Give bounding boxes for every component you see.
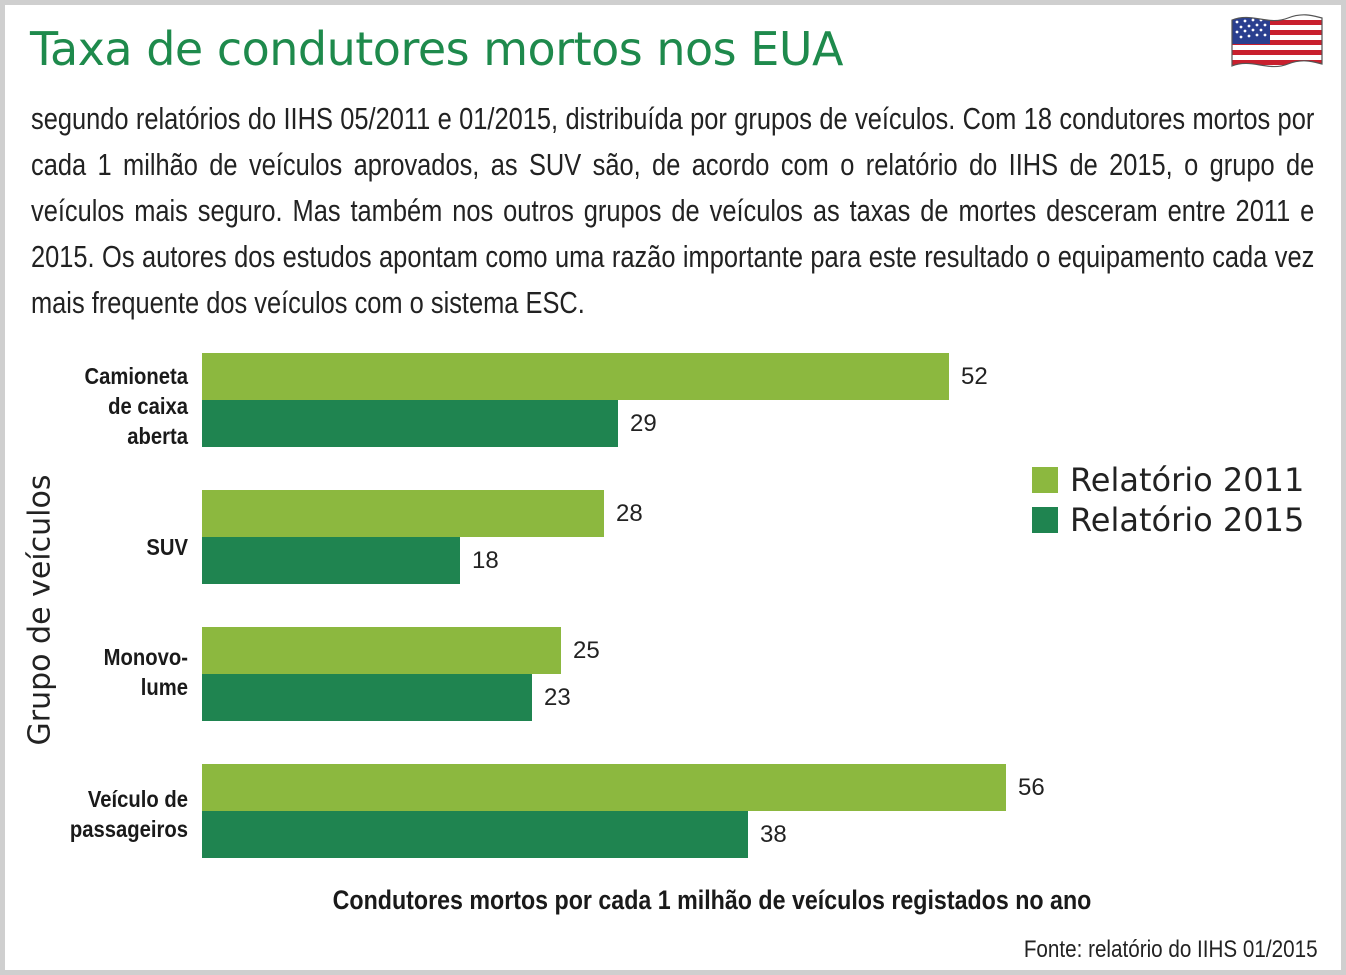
legend-item-2015: Relatório 2015: [1032, 500, 1304, 540]
category-label-suv: SUV: [146, 534, 188, 560]
value-label-camioneta-2011: 52: [961, 363, 988, 390]
value-label-monovolume-2015: 23: [544, 684, 571, 711]
bar-monovolume-2011: [202, 627, 561, 674]
legend-swatch-2015: [1032, 507, 1058, 533]
value-label-monovolume-2011: 25: [573, 637, 600, 664]
us-flag-icon: [1231, 14, 1323, 68]
value-label-passageiros-2015: 38: [760, 821, 787, 848]
chart-legend: Relatório 2011 Relatório 2015: [1032, 460, 1304, 540]
chart-title: Taxa de condutores mortos nos EUA: [30, 22, 843, 76]
category-label-monovolume: Monovo- lume: [103, 644, 188, 700]
source-note: Fonte: relatório do IIHS 01/2015: [1024, 936, 1318, 963]
bar-passageiros-2011: [202, 764, 1006, 811]
value-label-passageiros-2011: 56: [1018, 774, 1045, 801]
bar-camioneta-2011: [202, 353, 949, 400]
bar-passageiros-2015: [202, 811, 748, 858]
legend-swatch-2011: [1032, 467, 1058, 493]
legend-label-2015: Relatório 2015: [1070, 501, 1305, 539]
category-label-camioneta: Camioneta de caixa aberta: [84, 363, 188, 449]
y-axis-label: Grupo de veículos: [22, 474, 58, 746]
legend-item-2011: Relatório 2011: [1032, 460, 1304, 500]
x-axis-label: Condutores mortos por cada 1 milhão de v…: [332, 885, 1092, 915]
category-label-passageiros: Veículo de passageiros: [69, 786, 188, 842]
legend-label-2011: Relatório 2011: [1070, 461, 1305, 499]
bar-camioneta-2015: [202, 400, 618, 447]
chart-subtitle: segundo relatórios do IIHS 05/2011 e 01/…: [31, 101, 1315, 320]
value-label-suv-2015: 18: [472, 547, 499, 574]
value-label-suv-2011: 28: [616, 500, 643, 527]
bar-suv-2015: [202, 537, 460, 584]
bar-suv-2011: [202, 490, 604, 537]
value-label-camioneta-2015: 29: [630, 410, 657, 437]
bar-monovolume-2015: [202, 674, 532, 721]
